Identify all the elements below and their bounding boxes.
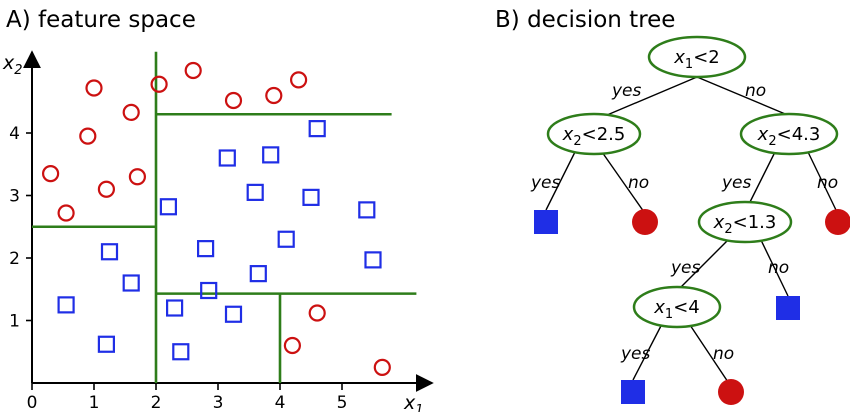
edge-label-yes: yes: [721, 173, 752, 193]
circle-point: [128, 168, 146, 186]
panel-a-title: A) feature space: [6, 7, 196, 33]
leaf-circle: [632, 209, 658, 235]
edge-n4-left: [679, 237, 731, 289]
edge-label-no: no: [628, 173, 649, 193]
square-point: [249, 265, 267, 283]
edge-n3-left: [747, 151, 776, 207]
y-tick-label: 2: [9, 249, 20, 269]
circle-point: [97, 180, 116, 198]
circle-point: [184, 61, 202, 80]
tree-node: x1<2: [647, 35, 747, 79]
square-point: [308, 120, 326, 138]
tree-leaves: [534, 209, 850, 405]
circle-point: [85, 79, 103, 97]
square-point: [159, 198, 177, 216]
x-tick-label: 5: [337, 393, 348, 412]
tree-edge-labels: yes no yes no yes no yes no yes no: [530, 81, 838, 364]
leaf-square: [621, 380, 645, 404]
edge-n5-leaf-left: [632, 321, 664, 381]
square-point: [246, 183, 264, 201]
circle-point: [57, 204, 75, 222]
square-point: [302, 188, 320, 206]
edge-n5-leaf-right: [687, 321, 729, 383]
edge-root-left: [599, 76, 698, 119]
data-points: [41, 61, 391, 376]
panel-b-title: B) decision tree: [495, 7, 675, 33]
circle-point: [265, 86, 283, 105]
edge-n3-leaf-right: [807, 151, 837, 211]
circle-point: [224, 91, 243, 110]
panel-b-decision-tree: B) decision tree yes no yes no yes no ye…: [495, 7, 850, 405]
y-axis-label: x2: [2, 52, 23, 78]
square-point: [172, 343, 190, 361]
tree-node: x2<2.5: [546, 112, 642, 156]
axis-ticks: 0 1 2 3 4 5 1 2 3 4: [9, 124, 347, 412]
panel-a-feature-space: A) feature space 0 1 2 3 4 5 1 2 3 4 x1 x2: [2, 7, 434, 412]
decision-boundaries: [32, 51, 417, 383]
x-tick-label: 0: [27, 393, 38, 412]
edge-root-right: [696, 76, 791, 117]
square-point: [122, 274, 140, 292]
edge-n4-leaf-right: [759, 237, 789, 297]
edge-label-no: no: [817, 173, 838, 193]
edge-label-no: no: [768, 258, 789, 278]
x-tick-label: 3: [213, 393, 224, 412]
square-point: [262, 146, 280, 164]
circle-point: [122, 103, 140, 121]
tree-edges: [545, 76, 837, 383]
x-axis-label: x1: [403, 392, 424, 412]
edge-label-no: no: [713, 344, 734, 364]
edge-label-yes: yes: [611, 81, 642, 101]
circle-point: [41, 165, 60, 183]
circle-point: [373, 358, 391, 376]
tree-node-label: x2<2.5: [562, 124, 626, 149]
x-tick-label: 1: [89, 393, 100, 412]
x-tick-label: 2: [151, 393, 162, 412]
tree-node: x1<4: [632, 285, 722, 329]
square-point: [57, 296, 75, 314]
y-tick-label: 3: [9, 187, 20, 207]
edge-label-yes: yes: [620, 344, 651, 364]
tree-node-label: x1<4: [653, 297, 699, 322]
edge-n2-leaf-left: [545, 151, 576, 211]
edge-label-yes: yes: [670, 258, 701, 278]
y-tick-label: 1: [9, 312, 20, 332]
circle-point: [308, 304, 326, 322]
tree-node-label: x1<2: [673, 47, 719, 72]
y-tick-label: 4: [9, 124, 20, 144]
circle-point: [150, 75, 168, 93]
square-point: [97, 335, 116, 353]
edge-n2-leaf-right: [601, 151, 645, 213]
tree-node-label: x2<1.3: [713, 212, 777, 237]
edge-label-no: no: [745, 81, 766, 101]
square-point: [218, 149, 236, 167]
leaf-square: [534, 210, 558, 234]
square-point: [364, 251, 382, 269]
tree-node-label: x2<4.3: [757, 124, 821, 149]
square-point: [200, 281, 218, 300]
leaf-circle: [718, 379, 744, 405]
x-tick-label: 4: [275, 393, 286, 412]
square-point: [358, 201, 376, 219]
leaf-square: [776, 296, 800, 320]
circle-point: [290, 71, 308, 89]
square-point: [224, 305, 243, 323]
square-point: [100, 243, 119, 261]
square-point: [166, 299, 184, 317]
tree-node: x2<1.3: [697, 200, 793, 244]
square-point: [277, 230, 295, 248]
square-point: [197, 240, 215, 258]
edge-label-yes: yes: [530, 173, 561, 193]
leaf-circle: [825, 209, 850, 235]
circle-point: [283, 336, 301, 355]
tree-node: x2<4.3: [739, 112, 839, 156]
circle-point: [79, 127, 97, 145]
